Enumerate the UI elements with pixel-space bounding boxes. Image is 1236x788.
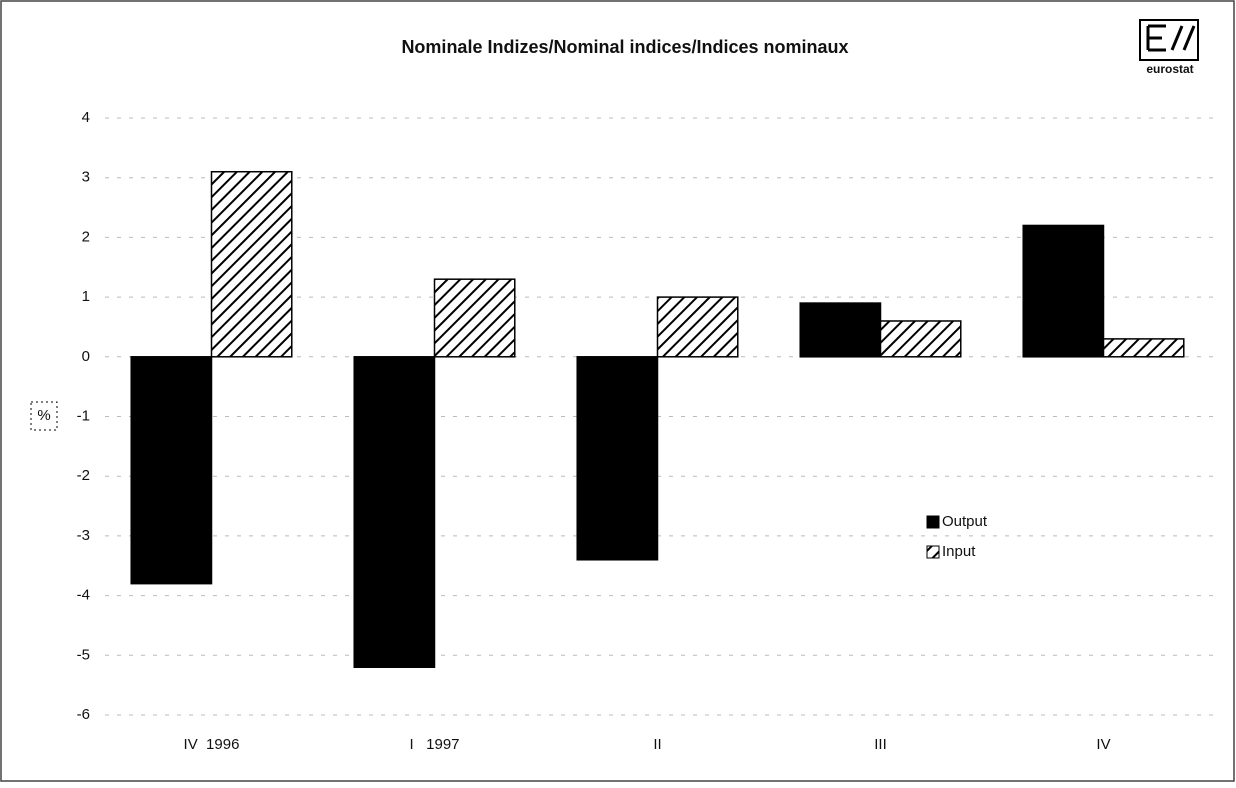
y-tick-label: 1 [82,288,90,305]
legend-label: Output [942,513,988,530]
bar [353,356,436,668]
bar [1102,338,1185,358]
y-tick-label: -5 [77,646,90,663]
legend-swatch [926,515,940,529]
bar [433,278,516,358]
bar [656,296,739,358]
y-tick-label: -2 [77,467,90,484]
bar [879,320,962,358]
x-tick-label: III [874,736,887,753]
bar [130,356,213,585]
logo: eurostat [1139,19,1199,76]
y-tick-label: -4 [77,587,90,604]
x-tick-label: IV [1096,736,1110,753]
y-tick-label: -3 [77,527,90,544]
logo-text: eurostat [1146,62,1193,76]
y-tick-label: -6 [77,706,90,723]
y-axis-label: % [37,407,50,424]
y-tick-label: -1 [77,407,90,424]
y-tick-label: 3 [82,169,90,186]
bar [210,170,293,358]
bar [576,356,659,561]
y-tick-label: 2 [82,228,90,245]
x-tick-label: II [653,736,661,753]
y-tick-label: 4 [82,109,90,126]
y-label-box [30,401,58,431]
x-tick-label: I 1997 [409,736,459,753]
legend-label: Input [942,543,976,560]
bar [799,302,882,358]
y-tick-label: 0 [82,348,90,365]
bar [1022,224,1105,358]
x-tick-label: IV 1996 [184,736,240,753]
chart-title: Nominale Indizes/Nominal indices/Indices… [401,37,848,57]
legend-swatch [926,545,940,559]
